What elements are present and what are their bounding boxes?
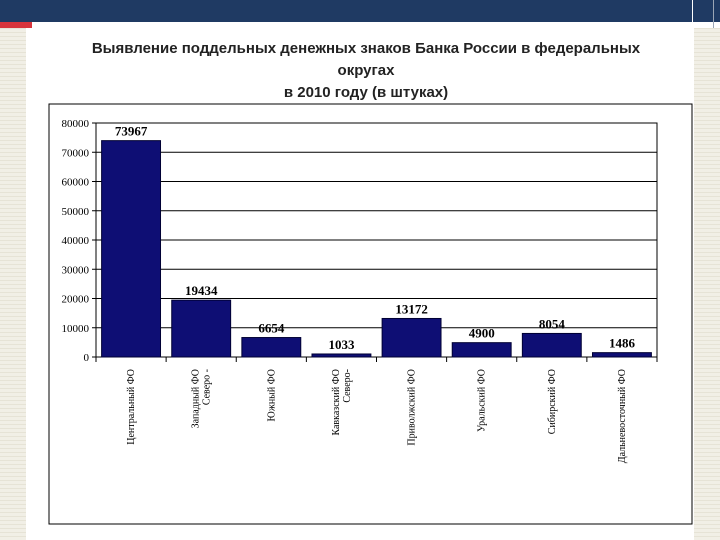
x-tick-label: Северо -Западный ФО xyxy=(191,369,213,428)
bar xyxy=(451,342,512,358)
data-label: 8054 xyxy=(539,316,566,331)
chart-title-line-2: в 2010 году (в штуках) xyxy=(283,84,449,101)
y-tick-label: 60000 xyxy=(62,177,90,189)
y-tick-label: 10000 xyxy=(62,323,90,335)
x-tick-label-line: Уральский ФО xyxy=(477,369,488,432)
chart-frame xyxy=(48,103,693,525)
x-tick-label: Южный ФО xyxy=(266,369,277,421)
y-tick-label: 70000 xyxy=(62,147,90,159)
y-tick-label: 50000 xyxy=(62,206,90,218)
y-tick-label: 0 xyxy=(84,352,90,364)
data-label: 6654 xyxy=(258,321,285,336)
data-label: 1033 xyxy=(328,337,355,352)
x-tick-label-line: Дальневосточный ФО xyxy=(617,369,628,463)
data-label: 13172 xyxy=(395,301,428,316)
x-tick-label-line: Южный ФО xyxy=(266,369,277,421)
x-tick-label: Дальневосточный ФО xyxy=(617,369,628,463)
y-tick-label: 20000 xyxy=(62,294,90,306)
y-tick-label: 30000 xyxy=(62,264,90,276)
bar xyxy=(591,352,652,358)
slide-area: Выявление поддельных денежных знаков Бан… xyxy=(26,28,694,532)
x-tick-label: Приволжский ФО xyxy=(407,369,418,446)
bar xyxy=(521,332,582,358)
bar xyxy=(241,337,302,358)
bar xyxy=(101,140,162,358)
x-tick-label: Сибирский ФО xyxy=(547,369,558,434)
bar xyxy=(381,317,442,358)
data-label: 73967 xyxy=(115,124,148,139)
left-margin-pattern xyxy=(0,28,26,540)
header-bar xyxy=(0,0,720,22)
data-label: 1486 xyxy=(609,336,636,351)
x-tick-label-line: Северо- xyxy=(342,369,353,403)
y-tick-label: 40000 xyxy=(62,235,90,247)
header-accent xyxy=(0,22,32,28)
x-tick-label-line: Центральный ФО xyxy=(126,369,137,445)
x-tick-label-line: Приволжский ФО xyxy=(407,369,418,446)
bar xyxy=(171,299,232,358)
y-tick-label: 80000 xyxy=(62,118,90,130)
x-tick-label: Северо-Кавказский ФО xyxy=(331,369,353,436)
x-tick-label-line: Сибирский ФО xyxy=(547,369,558,434)
corner-decoration xyxy=(692,0,714,48)
x-tick-label: Центральный ФО xyxy=(126,369,137,445)
x-tick-label-line: Западный ФО xyxy=(191,369,202,428)
x-tick-label-line: Северо - xyxy=(202,369,213,405)
x-tick-label-line: Кавказский ФО xyxy=(331,369,342,436)
right-margin-pattern xyxy=(694,28,720,540)
data-label: 19434 xyxy=(185,283,218,298)
chart-title: Выявление поддельных денежных знаков Бан… xyxy=(66,38,666,104)
bar-chart: 0 10000 20000 30000 40000 50000 60000 70000 8000… xyxy=(48,103,693,525)
bar xyxy=(311,353,372,358)
x-tick-label: Уральский ФО xyxy=(477,369,488,432)
chart-title-line-1: Выявление поддельных денежных знаков Бан… xyxy=(91,40,641,79)
data-label: 4900 xyxy=(469,326,495,341)
